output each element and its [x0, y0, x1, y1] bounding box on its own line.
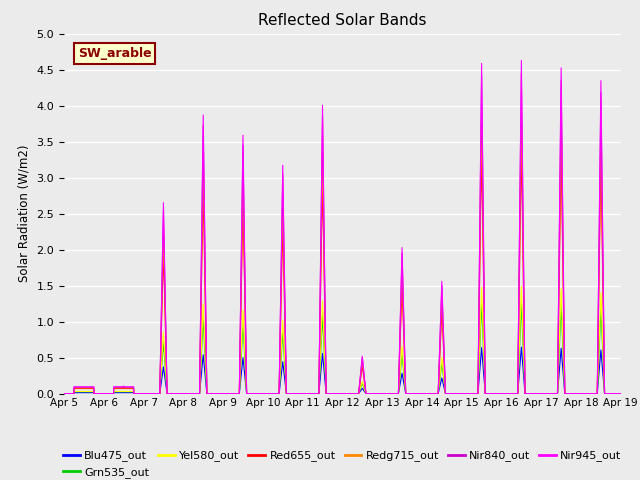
- Grn535_out: [604, 391, 612, 396]
- Yel580_out: [105, 391, 113, 396]
- Blu475_out: [335, 391, 342, 396]
- Line: Blu475_out: Blu475_out: [64, 347, 621, 394]
- Red655_out: [335, 391, 342, 396]
- Nir840_out: [105, 391, 113, 396]
- Nir840_out: [246, 391, 254, 396]
- Blu475_out: [604, 391, 612, 396]
- Yel580_out: [249, 391, 257, 396]
- Nir840_out: [518, 70, 525, 76]
- Line: Red655_out: Red655_out: [64, 144, 621, 394]
- Line: Grn535_out: Grn535_out: [64, 302, 621, 394]
- Yel580_out: [617, 391, 625, 396]
- Text: SW_arable: SW_arable: [78, 47, 152, 60]
- Grn535_out: [617, 391, 625, 396]
- Red655_out: [617, 391, 625, 396]
- Grn535_out: [335, 391, 342, 396]
- Line: Yel580_out: Yel580_out: [64, 286, 621, 394]
- Redg715_out: [617, 391, 625, 396]
- Redg715_out: [335, 391, 342, 396]
- Nir840_out: [249, 391, 257, 396]
- Yel580_out: [604, 391, 612, 396]
- Redg715_out: [518, 109, 525, 115]
- Nir840_out: [604, 391, 612, 396]
- Blu475_out: [246, 391, 254, 396]
- Nir945_out: [518, 58, 525, 63]
- Grn535_out: [518, 300, 525, 305]
- Red655_out: [105, 391, 113, 396]
- Redg715_out: [396, 351, 403, 357]
- Legend: Blu475_out, Grn535_out, Yel580_out, Red655_out, Redg715_out, Nir840_out, Nir945_: Blu475_out, Grn535_out, Yel580_out, Red6…: [59, 446, 626, 480]
- Red655_out: [246, 391, 254, 396]
- Nir945_out: [246, 391, 254, 396]
- Nir945_out: [60, 391, 68, 396]
- Yel580_out: [335, 391, 342, 396]
- Blu475_out: [249, 391, 257, 396]
- Nir945_out: [396, 344, 403, 350]
- Line: Redg715_out: Redg715_out: [64, 112, 621, 394]
- Line: Nir840_out: Nir840_out: [64, 73, 621, 394]
- Grn535_out: [60, 391, 68, 396]
- Yel580_out: [60, 391, 68, 396]
- Title: Reflected Solar Bands: Reflected Solar Bands: [258, 13, 427, 28]
- Yel580_out: [518, 283, 525, 289]
- Blu475_out: [105, 391, 113, 396]
- Grn535_out: [396, 378, 403, 384]
- Nir840_out: [396, 346, 403, 352]
- Blu475_out: [518, 344, 525, 350]
- Redg715_out: [60, 391, 68, 396]
- Nir840_out: [60, 391, 68, 396]
- Blu475_out: [396, 384, 403, 390]
- Red655_out: [396, 356, 403, 361]
- Y-axis label: Solar Radiation (W/m2): Solar Radiation (W/m2): [18, 145, 31, 282]
- Red655_out: [60, 391, 68, 396]
- Nir945_out: [249, 391, 257, 396]
- Nir945_out: [604, 391, 612, 396]
- Nir945_out: [617, 391, 625, 396]
- Nir945_out: [105, 391, 113, 396]
- Redg715_out: [105, 391, 113, 396]
- Grn535_out: [249, 391, 257, 396]
- Yel580_out: [246, 391, 254, 396]
- Blu475_out: [60, 391, 68, 396]
- Redg715_out: [246, 391, 254, 396]
- Redg715_out: [249, 391, 257, 396]
- Redg715_out: [604, 391, 612, 396]
- Red655_out: [249, 391, 257, 396]
- Grn535_out: [105, 391, 113, 396]
- Nir840_out: [617, 391, 625, 396]
- Blu475_out: [617, 391, 625, 396]
- Grn535_out: [246, 391, 254, 396]
- Nir945_out: [335, 391, 342, 396]
- Line: Nir945_out: Nir945_out: [64, 60, 621, 394]
- Yel580_out: [396, 376, 403, 382]
- Red655_out: [604, 391, 612, 396]
- Red655_out: [518, 141, 525, 146]
- Nir840_out: [335, 391, 342, 396]
